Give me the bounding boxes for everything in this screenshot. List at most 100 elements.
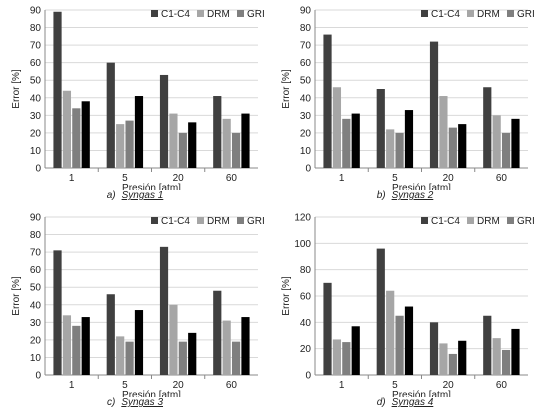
chart-b-ytick-label: 70 [300, 41, 312, 52]
chart-b-bar-c1-c4-5 [376, 89, 385, 168]
chart-b-bar-konnov-60 [511, 118, 520, 168]
caption-b: b) Syngas 2 [270, 190, 540, 201]
chart-d-bar-drm-5 [386, 290, 395, 375]
chart-panel-b: 0 10 20 30 40 50 60 70 80 90 1 5 20 60 Presión [atm] Er… [270, 0, 540, 207]
caption-d-letter: d) [376, 397, 386, 408]
chart-b-bar-c1-c4-1 [323, 34, 332, 169]
chart-a-xtick-label: 5 [122, 173, 128, 184]
caption-c-letter: c) [106, 397, 116, 408]
chart-a-bar-c1-c4-60 [213, 96, 222, 168]
chart-a-bar-konnov-20 [188, 122, 197, 168]
chart-d-legend-swatch-gri [507, 217, 514, 224]
chart-c-bar-drm-60 [222, 320, 231, 375]
chart-d-bar-drm-1 [332, 339, 342, 375]
chart-d-legend-label-gri: GRI [517, 216, 535, 227]
chart-d-bar-c1-c4-60 [483, 315, 492, 375]
chart-b-ylabel: Error [%] [281, 69, 292, 109]
chart-b-legend-label-c1-c4: C1-C4 [431, 9, 460, 20]
chart-c-xtick-label: 5 [122, 380, 128, 391]
chart-a-bar-konnov-5 [134, 96, 144, 168]
chart-b-xtick-label: 60 [496, 173, 508, 184]
chart-b-bar-drm-20 [439, 96, 448, 168]
chart-b-xtick-label: 5 [392, 173, 398, 184]
chart-c-bar-konnov-1 [81, 317, 90, 375]
chart-d-bar-konnov-60 [511, 328, 520, 375]
chart-d-bar-konnov-1 [351, 326, 360, 375]
chart-c-bar-gri-20 [178, 341, 187, 375]
chart-b-ytick-label: 80 [300, 23, 312, 34]
chart-d-legend-swatch-c1-c4 [421, 217, 428, 224]
chart-c-ytick-label: 70 [30, 248, 42, 259]
chart-b-bar-drm-5 [386, 129, 395, 168]
chart-a-bar-gri-60 [231, 132, 241, 168]
chart-c-xtick-label: 60 [226, 380, 238, 391]
chart-a-legend-swatch-c1-c4 [151, 10, 158, 17]
chart-c-bar-drm-5 [116, 336, 125, 375]
chart-a-bar-drm-1 [62, 90, 72, 168]
chart-c-svg: 0 10 20 30 40 50 60 70 80 90 1 5 20 60 Presión [atm] Er… [11, 213, 265, 398]
chart-b-bar-konnov-5 [404, 110, 414, 168]
chart-a-ytick-label: 50 [30, 76, 42, 87]
chart-a-ytick-label: 60 [30, 58, 42, 69]
chart-d-bar-gri-1 [342, 342, 351, 375]
chart-d-legend-label-c1-c4: C1-C4 [431, 216, 460, 227]
chart-b-bar-konnov-1 [351, 113, 360, 168]
chart-b-bar-gri-20 [448, 127, 457, 168]
caption-d: d) Syngas 4 [270, 397, 540, 408]
chart-d-bar-c1-c4-1 [323, 282, 332, 375]
chart-c-xtick-label: 1 [69, 380, 75, 391]
chart-a-ytick-label: 90 [30, 6, 42, 17]
chart-d-bar-gri-20 [448, 353, 457, 375]
chart-d-svg: 0 20 40 60 80 100 120 1 5 20 60 Presión [atm] Error … [281, 213, 535, 398]
caption-a-letter: a) [106, 190, 116, 201]
chart-d-ytick-label: 120 [294, 213, 311, 224]
chart-c-bar-c1-c4-1 [53, 250, 62, 375]
chart-b-legend-swatch-drm [467, 10, 474, 17]
chart-b-ytick-label: 40 [300, 93, 312, 104]
chart-b-xlabel: Presión [atm] [392, 183, 451, 190]
chart-b-bar-gri-1 [342, 118, 351, 168]
chart-panel-d: 0 20 40 60 80 100 120 1 5 20 60 Presión [atm] Error … [270, 207, 540, 414]
chart-c-bar-gri-5 [125, 341, 134, 375]
chart-c-xlabel: Presión [atm] [122, 390, 181, 397]
caption-b-letter: b) [376, 190, 386, 201]
chart-d-ytick-label: 60 [300, 292, 312, 303]
chart-c-legend-swatch-c1-c4 [151, 217, 158, 224]
chart-c-ylabel: Error [%] [11, 276, 22, 316]
chart-d-legend-label-drm: DRM [477, 216, 500, 227]
chart-c-xtick-label: 20 [173, 380, 185, 391]
chart-c-legend-label-c1-c4: C1-C4 [161, 216, 190, 227]
chart-d-xtick-label: 1 [339, 380, 345, 391]
chart-c-bar-c1-c4-60 [213, 290, 222, 375]
chart-d-ytick-label: 20 [300, 344, 312, 355]
chart-b-ytick-label: 60 [300, 58, 312, 69]
chart-a-xtick-label: 20 [173, 173, 185, 184]
chart-c-ytick-label: 60 [30, 265, 42, 276]
chart-c-bar-gri-60 [231, 341, 241, 375]
chart-a-xlabel: Presión [atm] [122, 183, 181, 190]
chart-b-legend-swatch-gri [507, 10, 514, 17]
chart-a-ytick-label: 70 [30, 41, 42, 52]
chart-c-bar-gri-1 [72, 325, 81, 375]
caption-d-text: Syngas 4 [391, 397, 434, 408]
chart-a-legend-label-c1-c4: C1-C4 [161, 9, 190, 20]
chart-a-svg: 0 10 20 30 40 50 60 70 80 90 1 5 20 60 Presión [atm] Er… [11, 6, 265, 191]
chart-b-xtick-label: 1 [339, 173, 345, 184]
chart-c-ytick-label: 0 [35, 371, 41, 382]
chart-d-bar-c1-c4-20 [429, 322, 439, 375]
caption-b-text: Syngas 2 [391, 190, 434, 201]
chart-c-legend-label-gri: GRI [247, 216, 265, 227]
chart-c-bar-konnov-60 [241, 317, 250, 375]
chart-b-bar-gri-60 [501, 132, 511, 168]
chart-c-ytick-label: 40 [30, 300, 42, 311]
chart-d-xtick-label: 5 [392, 380, 398, 391]
chart-b-xtick-label: 20 [443, 173, 455, 184]
chart-a-bar-gri-20 [178, 132, 187, 168]
chart-c-bar-c1-c4-5 [106, 294, 115, 375]
chart-d-xtick-label: 60 [496, 380, 508, 391]
chart-b-bar-konnov-20 [458, 124, 467, 168]
chart-a-bar-konnov-60 [241, 113, 250, 168]
chart-c-legend-label-drm: DRM [207, 216, 230, 227]
chart-a-bar-drm-5 [116, 124, 125, 168]
chart-c-ytick-label: 90 [30, 213, 42, 224]
